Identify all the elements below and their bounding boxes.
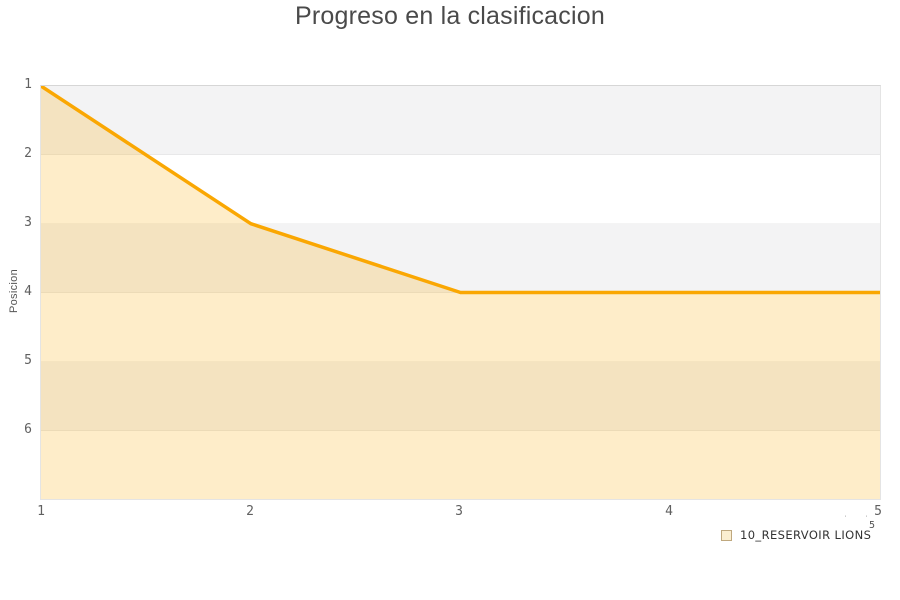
- plot-band: [41, 155, 880, 224]
- y-tick-label: 2: [24, 146, 32, 161]
- chart-title: Progreso en la clasificacion: [295, 2, 605, 30]
- y-tick-label: 5: [24, 353, 32, 368]
- series-svg[interactable]: [41, 86, 880, 499]
- legend-marker-icon: [721, 529, 732, 541]
- y-tick-label: 4: [24, 284, 32, 299]
- stray-mark: ': [845, 516, 847, 522]
- x-tick-label: 3: [455, 504, 463, 519]
- plot-area: [40, 85, 881, 500]
- plot-band: [41, 86, 880, 155]
- small-overflow-tick-label: 5: [869, 520, 876, 531]
- plot-band: [41, 293, 880, 362]
- legend-item[interactable]: 10_RESERVOIR LIONS: [721, 528, 871, 542]
- x-tick-label: 4: [665, 504, 673, 519]
- legend-label: 10_RESERVOIR LIONS: [740, 528, 872, 542]
- x-tick-label: 5: [874, 504, 882, 519]
- x-tick-label: 2: [246, 504, 254, 519]
- y-tick-label: 6: [24, 422, 32, 437]
- plot-bands: [41, 86, 880, 499]
- plot-band: [41, 431, 880, 499]
- y-tick-label: 1: [24, 77, 32, 92]
- y-tick-label: 3: [24, 215, 32, 230]
- plot-band: [41, 362, 880, 431]
- y-axis-title: Posicion: [8, 269, 20, 313]
- x-tick-label: 1: [37, 504, 45, 519]
- stray-mark: ': [866, 516, 868, 522]
